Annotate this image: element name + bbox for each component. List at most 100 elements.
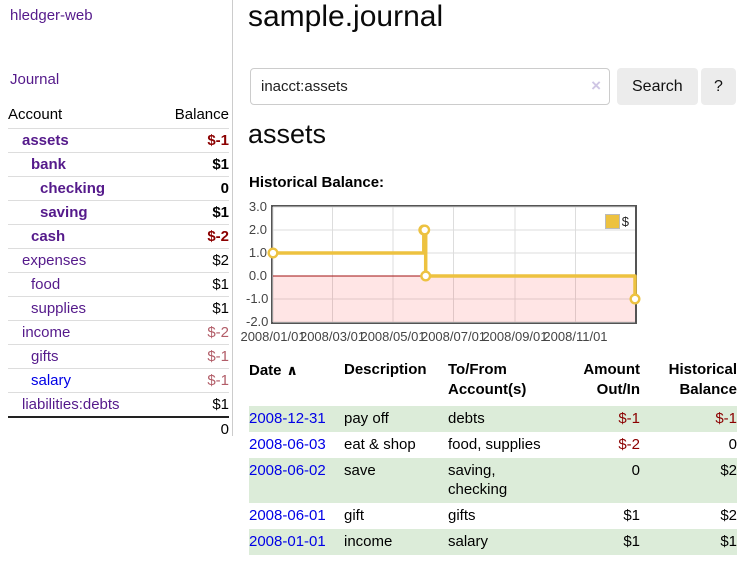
account-row: bank $1	[8, 152, 229, 177]
account-balance: $-2	[156, 224, 229, 249]
transaction-date-link[interactable]: 2008-06-03	[249, 436, 326, 453]
balance-chart: $ 3.0 2.0 1.0 0.0 -1.0 -2.0 2008/01/01 2008/03/…	[240, 199, 676, 350]
accounts-header-account: Account	[8, 106, 63, 123]
transaction-balance: $2	[720, 507, 737, 524]
register-header-accounts: To/From Account(s)	[448, 361, 527, 398]
account-link[interactable]: supplies	[31, 300, 87, 317]
account-row: expenses $2	[8, 248, 229, 273]
transaction-description: eat & shop	[344, 436, 416, 453]
chart-title: Historical Balance:	[249, 174, 385, 191]
y-axis-tick-label: -1.0	[246, 291, 269, 306]
transaction-accounts: saving, checking	[448, 462, 508, 498]
register-header-date[interactable]: Date ∧	[249, 362, 298, 379]
transaction-description: pay off	[344, 410, 389, 427]
y-axis-tick-label: 2.0	[248, 222, 267, 237]
transaction-date-link[interactable]: 2008-06-01	[249, 507, 326, 524]
account-balance: $1	[156, 296, 229, 321]
account-link[interactable]: saving	[40, 204, 88, 221]
register-row: 2008-06-03 eat & shop food, supplies $-2 0	[249, 432, 737, 458]
accounts-table: Account Balance assets $-1 bank $1 checking 0…	[8, 102, 229, 441]
transaction-amount: $1	[623, 533, 640, 550]
register-row: 2008-06-01 gift gifts $1 $2	[249, 503, 737, 529]
legend-label: $	[621, 214, 629, 229]
x-axis-tick-label: 2008/11/01	[543, 329, 608, 344]
sidebar-item-journal[interactable]: Journal	[10, 71, 60, 88]
brand-link[interactable]: hledger-web	[10, 7, 93, 24]
account-balance: $-2	[156, 320, 229, 345]
transaction-description: save	[344, 462, 376, 479]
transaction-date-link[interactable]: 2008-06-02	[249, 462, 326, 479]
account-link[interactable]: liabilities:debts	[22, 396, 120, 413]
y-axis-tick-label: -2.0	[246, 314, 269, 329]
register-row: 2008-06-02 save saving, checking 0 $2	[249, 458, 737, 503]
account-row: saving $1	[8, 200, 229, 225]
sort-ascending-icon: ∧	[286, 362, 298, 378]
account-link[interactable]: income	[22, 324, 71, 341]
account-link[interactable]: salary	[31, 372, 72, 389]
account-row: income $-2	[8, 320, 229, 345]
transaction-accounts: debts	[448, 410, 485, 427]
search-button[interactable]: Search	[617, 68, 698, 105]
account-balance: $-1	[156, 128, 229, 153]
sidebar-divider	[232, 0, 233, 436]
register-header-balance: Historical Balance	[668, 361, 737, 398]
page-title: sample.journal	[248, 0, 444, 33]
search-input[interactable]	[250, 68, 610, 105]
transaction-description: gift	[344, 507, 365, 524]
transaction-balance: 0	[728, 436, 737, 453]
account-row: cash $-2	[8, 224, 229, 249]
account-heading: assets	[248, 119, 327, 149]
accounts-total-balance: 0	[156, 416, 229, 441]
account-balance: $1	[156, 152, 229, 177]
account-balance: $-1	[156, 344, 229, 369]
account-link[interactable]: gifts	[31, 348, 59, 365]
account-row: supplies $1	[8, 296, 229, 321]
x-axis-tick-label: 2008/01/01	[240, 329, 306, 344]
account-balance: $-1	[156, 368, 229, 393]
x-axis-tick-label: 2008/09/01	[482, 329, 548, 344]
account-row: salary $-1	[8, 368, 229, 393]
transaction-balance: $1	[720, 533, 737, 550]
account-link[interactable]: checking	[40, 180, 106, 197]
y-axis-tick-label: 3.0	[248, 199, 267, 214]
register-header-amount: Amount Out/In	[583, 361, 640, 398]
account-row: assets $-1	[8, 128, 229, 153]
legend-swatch-icon	[604, 214, 620, 229]
account-row: checking 0	[8, 176, 229, 201]
chart-legend: $	[604, 214, 629, 229]
account-balance: $1	[156, 392, 229, 417]
transaction-amount: 0	[631, 462, 640, 479]
transaction-amount: $-1	[618, 410, 640, 427]
account-link[interactable]: expenses	[22, 252, 87, 269]
transaction-date-link[interactable]: 2008-01-01	[249, 533, 326, 550]
transaction-accounts: salary	[448, 533, 489, 550]
transaction-date-link[interactable]: 2008-12-31	[249, 410, 326, 427]
y-axis-tick-label: 1.0	[248, 245, 267, 260]
register-row: 2008-12-31 pay off debts $-1 $-1	[249, 406, 737, 432]
account-balance: $1	[156, 200, 229, 225]
chart-plot: $	[267, 205, 641, 324]
account-link[interactable]: bank	[31, 156, 67, 173]
account-balance: $2	[156, 248, 229, 273]
account-balance: 0	[156, 176, 229, 201]
transaction-accounts: food, supplies	[448, 436, 541, 453]
account-link[interactable]: cash	[31, 228, 66, 245]
register-row: 2008-01-01 income salary $1 $1	[249, 529, 737, 555]
account-row: liabilities:debts $1	[8, 392, 229, 417]
chart-canvas	[267, 206, 641, 323]
clear-search-icon[interactable]: ×	[591, 76, 601, 95]
register-header-description: Description	[344, 361, 427, 378]
transaction-amount: $1	[623, 507, 640, 524]
account-link[interactable]: assets	[22, 132, 69, 149]
account-link[interactable]: food	[31, 276, 61, 293]
register-header-row: Date ∧ Description To/From Account(s) Amo…	[249, 358, 737, 406]
account-balance: $1	[156, 272, 229, 297]
accounts-header-balance: Balance	[174, 106, 229, 123]
transaction-amount: $-2	[618, 436, 640, 453]
help-button[interactable]: ?	[701, 68, 736, 105]
transaction-description: income	[344, 533, 393, 550]
y-axis-tick-label: 0.0	[248, 268, 267, 283]
x-axis-tick-label: 2008/03/01	[299, 329, 366, 344]
transaction-balance: $-1	[715, 410, 737, 427]
x-axis-tick-label: 2008/07/01	[420, 329, 487, 344]
